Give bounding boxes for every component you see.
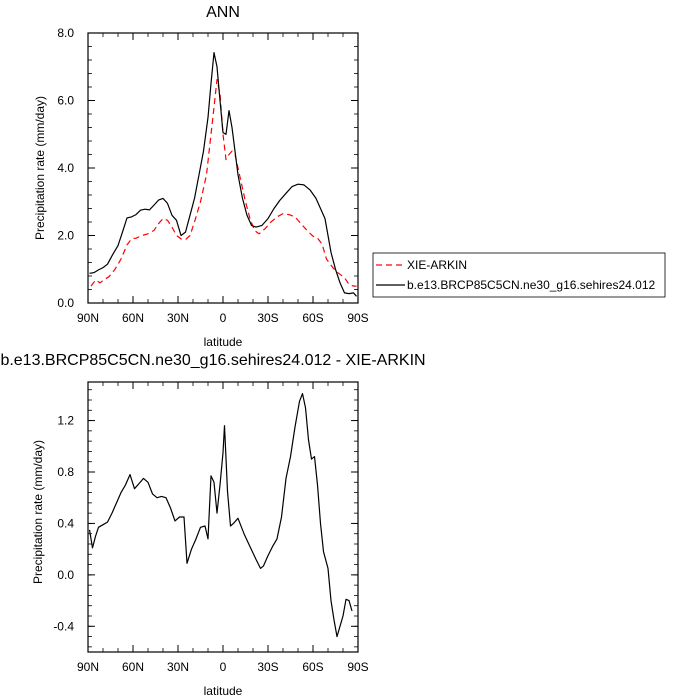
x-tick-labels: 90N 60N 30N 0 30S 60S 90S <box>77 660 369 674</box>
chart-title: ANN <box>206 4 240 21</box>
x-tick-label: 60N <box>122 660 144 674</box>
y-tick-labels: -0.4 0.0 0.4 0.8 1.2 <box>53 414 74 634</box>
plot-frame <box>87 381 359 653</box>
y-tick-labels: 0.0 2.0 4.0 6.0 8.0 <box>57 26 74 310</box>
tick-marks <box>87 32 359 304</box>
legend: XIE-ARKIN b.e13.BRCP85C5CN.ne30_g16.sehi… <box>372 252 666 298</box>
legend-box <box>372 252 666 298</box>
tick-marks <box>87 382 359 652</box>
x-tick-label: 0 <box>220 311 227 325</box>
plot-lines <box>88 393 353 638</box>
y-tick-label: 0.0 <box>57 296 74 310</box>
x-tick-label: 90N <box>77 311 99 325</box>
y-tick-label: 0.8 <box>57 465 74 479</box>
x-tick-label: 0 <box>220 660 227 674</box>
plot-lines <box>89 51 357 297</box>
y-axis-label: Precipitation rate (mm/day) <box>31 440 45 584</box>
y-tick-label: 4.0 <box>57 161 74 175</box>
series-line-xie-arkin <box>90 78 357 287</box>
x-tick-label: 30N <box>167 660 189 674</box>
legend-label-xie-arkin: XIE-ARKIN <box>407 258 467 272</box>
top-panel: ANN 0.02.04.06.08.0 90N 60N 30N 0 30S 60S 90S … <box>33 4 369 349</box>
x-tick-label: 90S <box>347 311 368 325</box>
y-tick-label: -0.4 <box>53 619 74 633</box>
y-tick-label: 0.4 <box>57 516 74 530</box>
plot-frame <box>87 32 359 304</box>
y-tick-label: 8.0 <box>57 26 74 40</box>
chart-title: b.e13.BRCP85C5CN.ne30_g16.sehires24.012 … <box>0 352 425 369</box>
x-tick-label: 90N <box>77 660 99 674</box>
x-tick-label: 90S <box>347 660 368 674</box>
x-tick-label: 60N <box>122 311 144 325</box>
series-line-b-e13-brcp85c5cn-ne30-g16-sehires24-012 <box>89 51 357 297</box>
y-tick-label: 0.0 <box>57 568 74 582</box>
x-tick-label: 30N <box>167 311 189 325</box>
x-axis-label: latitude <box>204 335 243 349</box>
x-axis-label: latitude <box>204 684 243 698</box>
y-tick-label: 1.2 <box>57 414 74 428</box>
x-tick-label: 60S <box>302 311 323 325</box>
legend-label-model: b.e13.BRCP85C5CN.ne30_g16.sehires24.012 <box>407 278 655 292</box>
x-tick-label: 30S <box>257 660 278 674</box>
y-tick-label: 2.0 <box>57 229 74 243</box>
x-tick-label: 30S <box>257 311 278 325</box>
bottom-panel: b.e13.BRCP85C5CN.ne30_g16.sehires24.012 … <box>0 352 425 698</box>
y-axis-label: Precipitation rate (mm/day) <box>33 96 47 240</box>
y-tick-label: 6.0 <box>57 94 74 108</box>
difference-line <box>88 393 353 638</box>
x-tick-label: 60S <box>302 660 323 674</box>
x-tick-labels: 90N 60N 30N 0 30S 60S 90S <box>77 311 369 325</box>
